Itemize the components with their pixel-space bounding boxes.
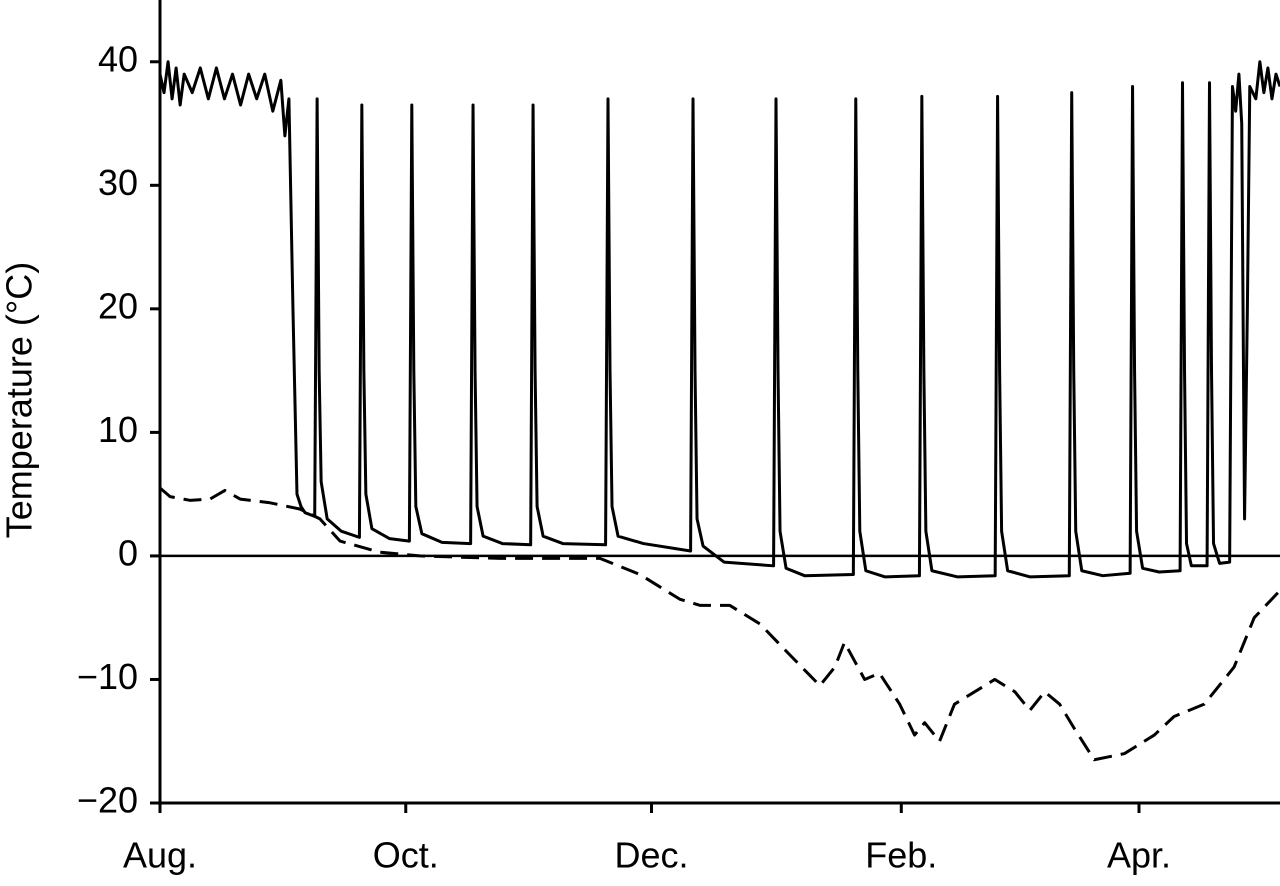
x-tick-label: Aug. (123, 835, 197, 876)
line-series (159, 486, 1280, 762)
x-tick-label: Apr. (1107, 835, 1171, 876)
y-tick-label: −20 (77, 780, 138, 821)
y-tick-label: 20 (98, 285, 138, 326)
x-tick-label: Dec. (614, 835, 688, 876)
y-tick-label: 30 (98, 162, 138, 203)
y-tick-label: 40 (98, 38, 138, 79)
y-axis-label: Temperature (°C) (0, 262, 40, 538)
x-tick-label: Feb. (865, 835, 937, 876)
y-tick-label: 10 (98, 409, 138, 450)
line-series (158, 60, 1280, 579)
y-tick-label: −10 (77, 656, 138, 697)
x-tick-label: Oct. (373, 835, 439, 876)
y-tick-label: 0 (118, 532, 138, 573)
